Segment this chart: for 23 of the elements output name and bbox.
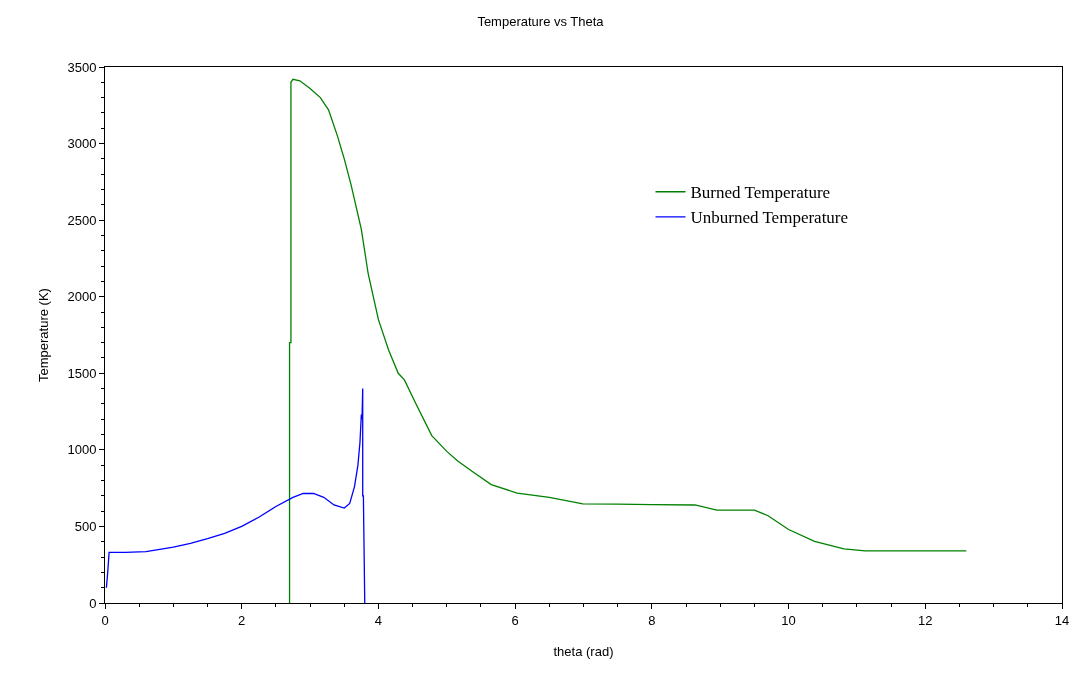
x-tick-label: 14 (1054, 612, 1070, 628)
y-tick-label: 500 (74, 518, 97, 534)
x-tick-label: 2 (238, 612, 246, 628)
y-tick-label: 0 (89, 595, 97, 611)
x-tick-label: 8 (648, 612, 656, 628)
x-tick-label: 6 (511, 612, 519, 628)
y-tick-label: 3500 (67, 59, 97, 75)
legend-label: Unburned Temperature (690, 208, 849, 228)
line-series (288, 78, 967, 603)
legend-label: Burned Temperature (690, 183, 831, 203)
y-tick-label: 2000 (67, 289, 97, 305)
chart-title: Temperature vs Theta (477, 14, 605, 30)
x-tick-label: 12 (918, 612, 933, 628)
y-axis-title: Temperature (K) (36, 288, 52, 382)
x-axis-title: theta (rad) (553, 644, 614, 660)
y-tick-label: 1000 (67, 442, 97, 458)
y-tick-label: 3000 (67, 136, 97, 152)
y-tick-label: 2500 (67, 212, 97, 228)
y-tick-label: 1500 (67, 365, 97, 381)
x-tick-label: 4 (374, 612, 383, 628)
x-tick-label: 10 (781, 612, 796, 628)
x-tick-label: 0 (101, 612, 109, 628)
line-series (105, 387, 366, 603)
